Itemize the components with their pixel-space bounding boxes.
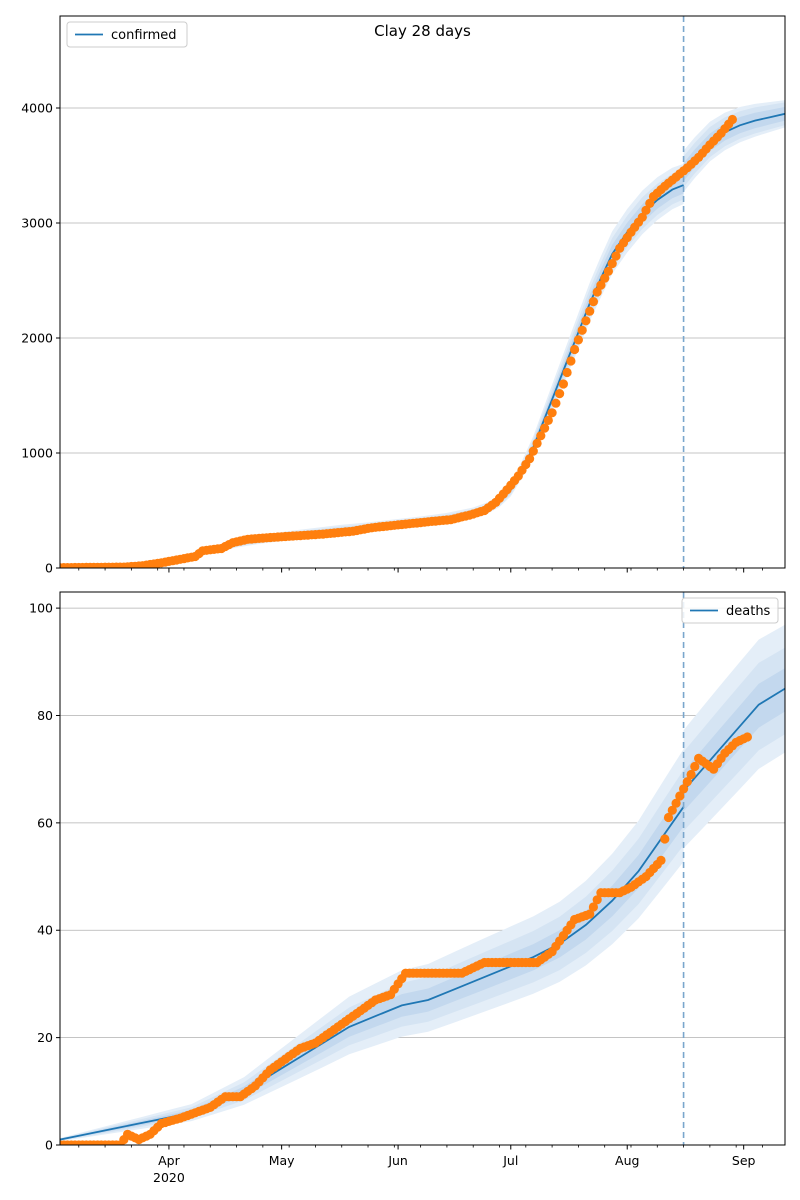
x-tick-label: Sep <box>732 1153 756 1168</box>
observed-point <box>581 316 591 326</box>
observed-point <box>660 834 670 844</box>
axes-frame <box>59 591 786 1146</box>
observed-points <box>60 732 753 1145</box>
observed-point <box>603 266 614 276</box>
observed-point <box>585 909 595 919</box>
observed-point <box>543 415 553 425</box>
observed-point <box>532 438 542 448</box>
observed-point <box>562 367 572 378</box>
legend-box <box>66 21 188 48</box>
y-tick-label: 0 <box>45 561 53 576</box>
legend: deaths <box>681 597 779 624</box>
observed-point <box>588 297 599 307</box>
observed-point <box>656 855 666 866</box>
observed-point <box>551 398 561 408</box>
x-tick-label: May <box>269 1153 295 1168</box>
y-tick-label: 20 <box>37 1030 53 1045</box>
observed-point <box>641 205 651 215</box>
observed-point <box>600 273 610 283</box>
observed-point <box>570 344 580 355</box>
x-axis-ticks <box>78 568 763 573</box>
y-axis-ticks: 0 1000 2000 3000 4000 <box>21 101 60 576</box>
y-tick-label: 1000 <box>21 446 53 461</box>
y-tick-label: 60 <box>37 815 53 830</box>
observed-point <box>637 212 647 222</box>
observed-point <box>671 798 681 808</box>
observed-point <box>540 423 550 433</box>
y-tick-label: 100 <box>29 601 53 616</box>
observed-point <box>675 791 685 801</box>
observed-point <box>558 379 569 389</box>
x-tick-label: Jun <box>387 1153 408 1168</box>
x-tick-label: Aug <box>615 1153 639 1168</box>
axes-frame <box>59 15 786 569</box>
observed-point <box>555 389 565 399</box>
y-tick-label: 4000 <box>21 101 53 116</box>
confirmed-chart-panel: 0 1000 2000 3000 4000 Clay 28 days confirmed <box>21 15 786 576</box>
observed-point <box>742 732 753 742</box>
observed-point <box>577 325 587 335</box>
x-tick-label: Apr <box>158 1153 180 1168</box>
observed-point <box>547 408 557 418</box>
legend: confirmed <box>66 21 188 48</box>
observed-point <box>588 902 599 912</box>
observed-point <box>645 198 655 208</box>
y-axis-ticks: 0 20 40 60 80 100 <box>29 601 60 1153</box>
observed-point <box>573 335 584 345</box>
observed-point <box>607 259 617 269</box>
observed-point <box>727 114 738 125</box>
observed-point <box>663 812 674 823</box>
x-tick-label: Jul <box>502 1153 518 1168</box>
observed-point <box>686 769 696 780</box>
uncertainty-band-3 <box>683 106 785 182</box>
observed-point <box>528 446 538 456</box>
observed-point <box>585 306 595 316</box>
observed-point <box>690 761 700 772</box>
observed-point <box>536 431 546 441</box>
legend-label: deaths <box>726 604 771 619</box>
y-tick-label: 3000 <box>21 216 53 231</box>
x-tick-year-label: 2020 <box>153 1170 185 1185</box>
y-tick-label: 80 <box>37 708 53 723</box>
y-tick-label: 2000 <box>21 331 53 346</box>
chart-title: Clay 28 days <box>374 22 471 40</box>
observed-point <box>525 454 535 464</box>
y-tick-label: 0 <box>45 1138 53 1153</box>
observed-point <box>682 777 692 787</box>
observed-point <box>611 251 621 261</box>
observed-points <box>60 114 738 568</box>
plot-area <box>60 16 785 568</box>
observed-point <box>566 356 576 366</box>
legend-box <box>681 597 779 624</box>
x-axis-ticks: Apr 2020 May Jun Jul Aug Sep <box>78 1145 763 1185</box>
plot-area <box>60 592 785 1145</box>
observed-point <box>679 784 689 794</box>
model-line-deaths <box>682 687 785 792</box>
legend-label: confirmed <box>111 28 177 43</box>
y-tick-label: 40 <box>37 923 53 938</box>
deaths-chart-panel: 0 20 40 60 80 100 Apr 2020 May Jun Jul Aug Sep deaths <box>29 591 786 1185</box>
observed-point <box>592 287 602 297</box>
observed-point <box>667 805 677 815</box>
observed-point <box>592 895 602 905</box>
observed-point <box>596 280 606 290</box>
